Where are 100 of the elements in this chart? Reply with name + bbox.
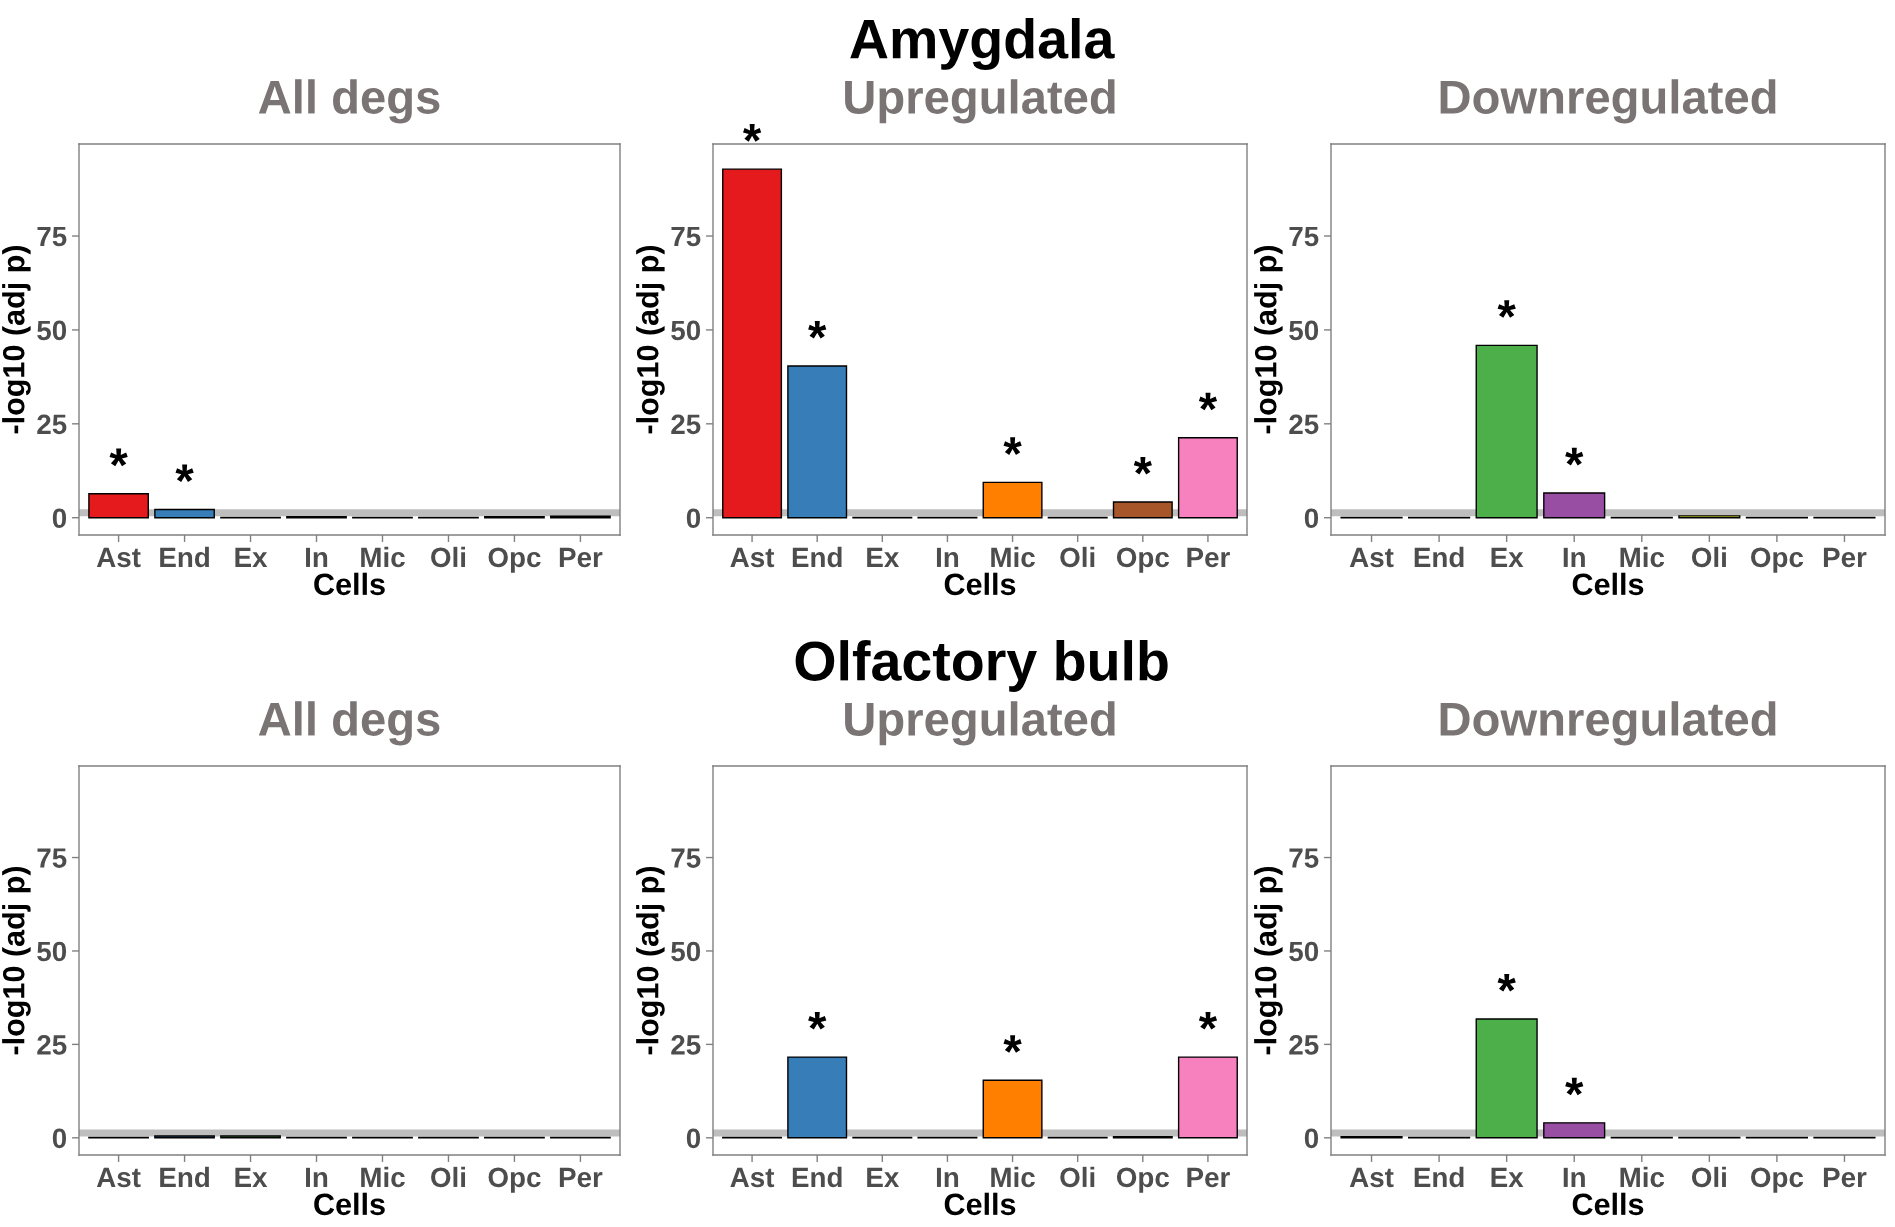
x-tick-label: Mic — [991, 546, 1035, 568]
x-tick-label: End — [160, 1166, 209, 1188]
x-tick-label: Mic — [1620, 1166, 1665, 1188]
y-tick-label: 0 — [1304, 508, 1319, 529]
x-tick-label: End — [792, 546, 842, 568]
y-axis-title: -log10 (adj p) — [636, 245, 665, 434]
x-tick-label: Ast — [1349, 547, 1394, 568]
x-tick-label: Ex — [235, 1167, 268, 1187]
x-tick-label: Ast — [1349, 1167, 1394, 1188]
bar — [1543, 1122, 1606, 1139]
x-tick-label: In — [306, 1167, 328, 1187]
x-tick-label: In — [936, 547, 959, 567]
x-tick-label: Opc — [1751, 1167, 1804, 1193]
x-tick-label: Mic — [361, 1166, 405, 1188]
annotation: * — [743, 124, 762, 142]
bar — [1475, 344, 1538, 519]
x-tick-label: Ex — [1491, 547, 1524, 567]
x-tick-label: Per — [1187, 547, 1230, 568]
bar — [982, 481, 1043, 519]
y-tick-label: 75 — [37, 848, 67, 868]
y-tick-label: 0 — [1304, 1128, 1319, 1149]
annotation: * — [1198, 1012, 1218, 1030]
y-tick-label: 25 — [37, 414, 67, 435]
x-tick-label: Oli — [1691, 546, 1726, 568]
text: Olfactory bulb — [795, 640, 1168, 692]
x-tick-label: Opc — [1116, 1167, 1169, 1193]
y-tick-label: 25 — [1289, 414, 1319, 435]
bar — [154, 508, 215, 519]
annotation: * — [1003, 437, 1022, 455]
annotation: * — [1497, 300, 1516, 318]
annotation: * — [808, 320, 827, 339]
x-tick-label: Ast — [96, 1167, 141, 1188]
x-tick-label: Opc — [488, 1167, 541, 1193]
chart-title: Downregulated — [1440, 701, 1776, 746]
y-tick-label: 25 — [37, 1035, 67, 1055]
bar — [722, 168, 783, 519]
y-tick-label: 0 — [52, 508, 67, 529]
annotation: * — [1497, 973, 1516, 992]
x-tick-label: End — [1414, 1166, 1464, 1188]
x-axis-title: Cells — [944, 572, 1016, 596]
y-tick-label: 0 — [52, 1128, 67, 1149]
y-tick-label: 50 — [37, 320, 67, 341]
annotation: * — [109, 448, 128, 467]
x-tick-label: Per — [1187, 1167, 1230, 1188]
y-tick-label: 25 — [671, 414, 701, 435]
x-tick-label: In — [1563, 547, 1585, 567]
y-tick-label: 75 — [37, 226, 67, 247]
x-tick-label: Per — [559, 547, 603, 568]
x-tick-label: End — [792, 1166, 842, 1188]
x-tick-label: Mic — [991, 1166, 1035, 1188]
x-tick-label: Ast — [96, 547, 141, 568]
text: Amygdala — [850, 17, 1115, 71]
annotation: * — [1198, 392, 1218, 411]
chart-title: All degs — [258, 79, 440, 124]
bar — [88, 492, 149, 519]
chart-title: All degs — [258, 701, 440, 746]
x-axis-title: Cells — [1572, 1192, 1644, 1216]
x-tick-label: Oli — [1691, 1166, 1726, 1188]
chart-title: Upregulated — [845, 79, 1115, 124]
y-axis-title: -log10 (adj p) — [2, 866, 31, 1055]
x-tick-label: Oli — [1060, 546, 1095, 568]
x-tick-label: Per — [1823, 547, 1867, 568]
bar — [1177, 437, 1238, 519]
x-axis-title: Cells — [944, 1192, 1016, 1216]
chart-title: Downregulated — [1440, 79, 1776, 124]
y-axis-title: -log10 (adj p) — [1254, 245, 1283, 434]
x-tick-label: Oli — [431, 1166, 466, 1188]
bar — [1543, 492, 1606, 519]
bar — [1177, 1056, 1238, 1139]
x-tick-label: In — [1563, 1167, 1585, 1187]
y-tick-label: 50 — [1289, 320, 1319, 341]
x-tick-label: Opc — [1116, 547, 1169, 573]
annotation: * — [808, 1012, 827, 1030]
bar — [1475, 1018, 1538, 1139]
y-axis-title: -log10 (adj p) — [636, 866, 665, 1055]
x-tick-label: Mic — [1620, 546, 1665, 568]
y-tick-label: 0 — [686, 508, 701, 529]
annotation: * — [1133, 456, 1152, 475]
x-tick-label: End — [160, 546, 209, 568]
y-tick-label: 50 — [1289, 941, 1319, 962]
y-tick-label: 75 — [1289, 226, 1319, 247]
x-tick-label: Ex — [867, 1167, 900, 1187]
y-tick-label: 75 — [671, 848, 701, 868]
x-tick-label: Ast — [730, 547, 775, 568]
annotation: * — [1003, 1035, 1022, 1053]
x-tick-label: Oli — [1060, 1166, 1095, 1188]
y-axis-title: -log10 (adj p) — [2, 245, 31, 434]
x-axis-title: Cells — [314, 572, 385, 596]
bar — [1112, 501, 1173, 519]
x-tick-label: Ex — [235, 547, 268, 567]
x-axis-title: Cells — [314, 1192, 385, 1216]
bar — [787, 365, 848, 519]
y-tick-label: 25 — [671, 1035, 701, 1055]
x-tick-label: In — [306, 547, 328, 567]
y-tick-label: 25 — [1289, 1035, 1319, 1055]
bar — [982, 1079, 1043, 1139]
annotation: * — [1565, 1077, 1584, 1096]
x-axis-title: Cells — [1572, 572, 1644, 596]
y-tick-label: 75 — [1289, 848, 1319, 868]
x-tick-label: Ast — [730, 1167, 775, 1188]
